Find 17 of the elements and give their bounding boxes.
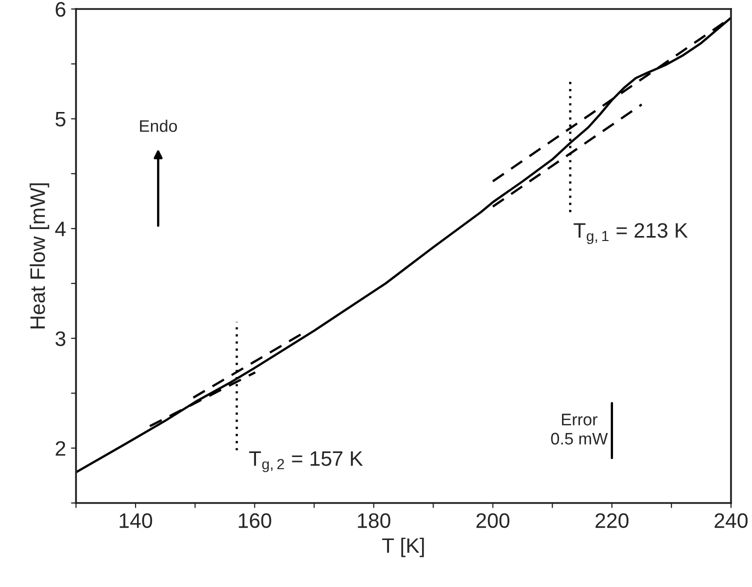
x-axis-title: T [K] bbox=[382, 538, 424, 558]
x-tick-label: 240 bbox=[714, 513, 748, 528]
y-tick-label: 3 bbox=[55, 331, 66, 346]
annotation: T$_{g,2}$ = 157 K bbox=[249, 451, 363, 472]
y-axis-title: Heat Flow [mW] bbox=[30, 183, 50, 328]
y-tick-label: 4 bbox=[55, 222, 66, 236]
y-tick-label: 6 bbox=[56, 2, 66, 17]
annotation: T$_{g,1}$ = 213 K bbox=[574, 223, 688, 244]
x-tick-label: 140 bbox=[120, 513, 152, 528]
x-tick-label: 180 bbox=[358, 513, 390, 528]
annotation: Error 0.5 mW bbox=[551, 414, 608, 445]
annotation: Endo bbox=[140, 120, 177, 132]
y-tick-label: 2 bbox=[56, 441, 66, 456]
y-tick-label: 5 bbox=[56, 112, 66, 127]
x-tick-label: 200 bbox=[476, 513, 510, 528]
x-tick-label: 220 bbox=[596, 513, 628, 528]
x-tick-label: 160 bbox=[238, 513, 272, 528]
